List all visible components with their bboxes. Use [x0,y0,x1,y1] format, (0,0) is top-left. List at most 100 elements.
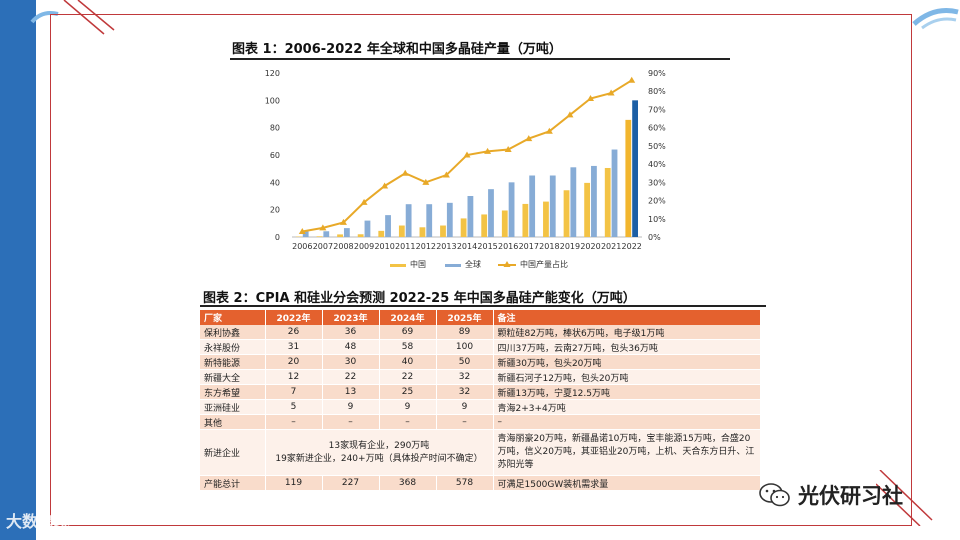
ratio-point [360,198,368,205]
bar-china [378,230,385,237]
x-axis-tick-label: 2016 [498,242,518,251]
bar-china [398,225,405,237]
legend-label-china: 中国 [410,259,426,269]
capacity-2022: 20 [265,354,323,370]
capacity-2024: 22 [379,369,437,385]
x-axis-tick-label: 2011 [395,242,415,251]
ratio-point [339,218,347,225]
capacity-2024: 368 [379,475,437,491]
table-row: 亚洲硅业 5 9 9 9 青海2+3+4万吨 [200,399,761,415]
row-note: 颗粒硅82万吨，棒状6万吨，电子级1万吨 [493,325,761,340]
capacity-2025: – [436,414,494,430]
bar-global [343,228,350,237]
capacity-2024: 69 [379,325,437,340]
capacity-2023: 22 [322,369,380,385]
capacity-2025: 32 [436,369,494,385]
bar-global [529,175,536,237]
row-note: 新疆30万吨，包头20万吨 [493,354,761,370]
content-frame [50,14,912,526]
capacity-2025: 9 [436,399,494,415]
table-row-new-entrants: 新进企业 13家现有企业，290万吨 19家新进企业，240+万吨（具体投产时间… [200,429,761,476]
new-entrants-existing: 13家现有企业，290万吨 [328,440,430,451]
row-note: 新疆13万吨，宁夏12.5万吨 [493,384,761,400]
manufacturer-name: 新疆大全 [200,369,266,385]
bar-global [302,231,309,237]
bar-global [549,175,556,237]
capacity-2024: 40 [379,354,437,370]
x-axis-tick-label: 2018 [539,242,559,251]
figure1-title: 图表 1：2006-2022 年全球和中国多晶硅产量（万吨） [232,42,562,57]
bar-china [501,210,508,237]
figure2-title-rule [200,305,766,307]
x-axis-tick-label: 2017 [519,242,539,251]
row-note: 可满足1500GW装机需求量 [493,475,761,491]
capacity-table: 厂家 2022年 2023年 2024年 2025年 备注 保利协鑫 26 36… [200,310,761,491]
bar-china [460,218,467,237]
top-left-wave-decoration [30,11,59,24]
x-axis-tick-label: 2007 [313,242,333,251]
capacity-2022: 5 [265,399,323,415]
bar-china [543,201,549,237]
capacity-2023: 36 [322,325,380,340]
capacity-2022: 119 [265,475,323,491]
table-row-total: 产能总计 119 227 368 578 可满足1500GW装机需求量 [200,475,761,491]
ratio-point [525,135,533,142]
manufacturer-name: 新特能源 [200,354,266,370]
bar-global [446,202,453,237]
bar-china [522,203,529,237]
bar-global [570,167,577,237]
bar-china [563,190,570,237]
bar-global [405,204,412,237]
bottom-right-stripes-decoration [876,470,933,526]
capacity-2022: – [265,414,323,430]
ratio-point [422,178,430,185]
right-axis-tick-label: 20% [648,197,666,206]
left-axis-tick-label: 60 [270,151,280,160]
x-axis-tick-label: 2020 [580,242,600,251]
bar-global [467,196,474,237]
right-axis-tick-label: 40% [648,160,666,169]
manufacturer-name: 东方希望 [200,384,266,400]
right-axis-tick-label: 70% [648,105,666,114]
x-axis-tick-label: 2012 [416,242,436,251]
manufacturer-name: 永祥股份 [200,339,266,355]
capacity-2024: 25 [379,384,437,400]
left-axis-tick-label: 100 [265,96,280,105]
x-axis-tick-label: 2010 [374,242,394,251]
header-note: 备注 [493,310,761,325]
bar-global [488,189,494,237]
x-axis-tick-label: 2021 [601,242,621,251]
bar-china [604,167,611,237]
capacity-2023: 13 [322,384,380,400]
capacity-2025: 100 [436,339,494,355]
row-note: – [493,414,761,430]
right-axis-tick-label: 60% [648,124,666,133]
bar-china [584,182,591,237]
legend-label-global: 全球 [465,259,481,269]
table-row: 保利协鑫 26 36 69 89 颗粒硅82万吨，棒状6万吨，电子级1万吨 [200,325,761,340]
figure1-title-rule [230,58,730,60]
legend-label-ratio: 中国产量占比 [520,259,568,269]
header-2022: 2022年 [265,310,323,325]
production-chart: 0 20 40 60 80 100 120 0% 10% 20% 30% 40% 50% 60% 70% 80… [265,69,666,269]
watermark-right: 光伏研习社 [758,480,903,510]
watermark-left: 大数跨境 [6,508,70,532]
bar-china [316,236,323,237]
right-axis-tick-label: 10% [648,215,666,224]
table-header-row: 厂家 2022年 2023年 2024年 2025年 备注 [200,310,761,325]
bar-china [337,234,343,237]
legend-swatch-china [390,264,406,267]
capacity-2022: 12 [265,369,323,385]
capacity-2023: 48 [322,339,380,355]
table-row: 新特能源 20 30 40 50 新疆30万吨，包头20万吨 [200,354,761,370]
manufacturer-name: 保利协鑫 [200,325,266,340]
table-row: 永祥股份 31 48 58 100 四川37万吨，云南27万吨，包头36万吨 [200,339,761,355]
capacity-2025: 578 [436,475,494,491]
right-axis-tick-label: 30% [648,178,666,187]
bar-global [323,231,330,237]
new-entrants-summary: 13家现有企业，290万吨 19家新进企业，240+万吨（具体投产时间不确定） [265,429,494,476]
x-axis-tick-label: 2022 [622,242,642,251]
capacity-2024: – [379,414,437,430]
top-right-wave-decoration [912,8,959,30]
manufacturer-name: 其他 [200,414,266,430]
